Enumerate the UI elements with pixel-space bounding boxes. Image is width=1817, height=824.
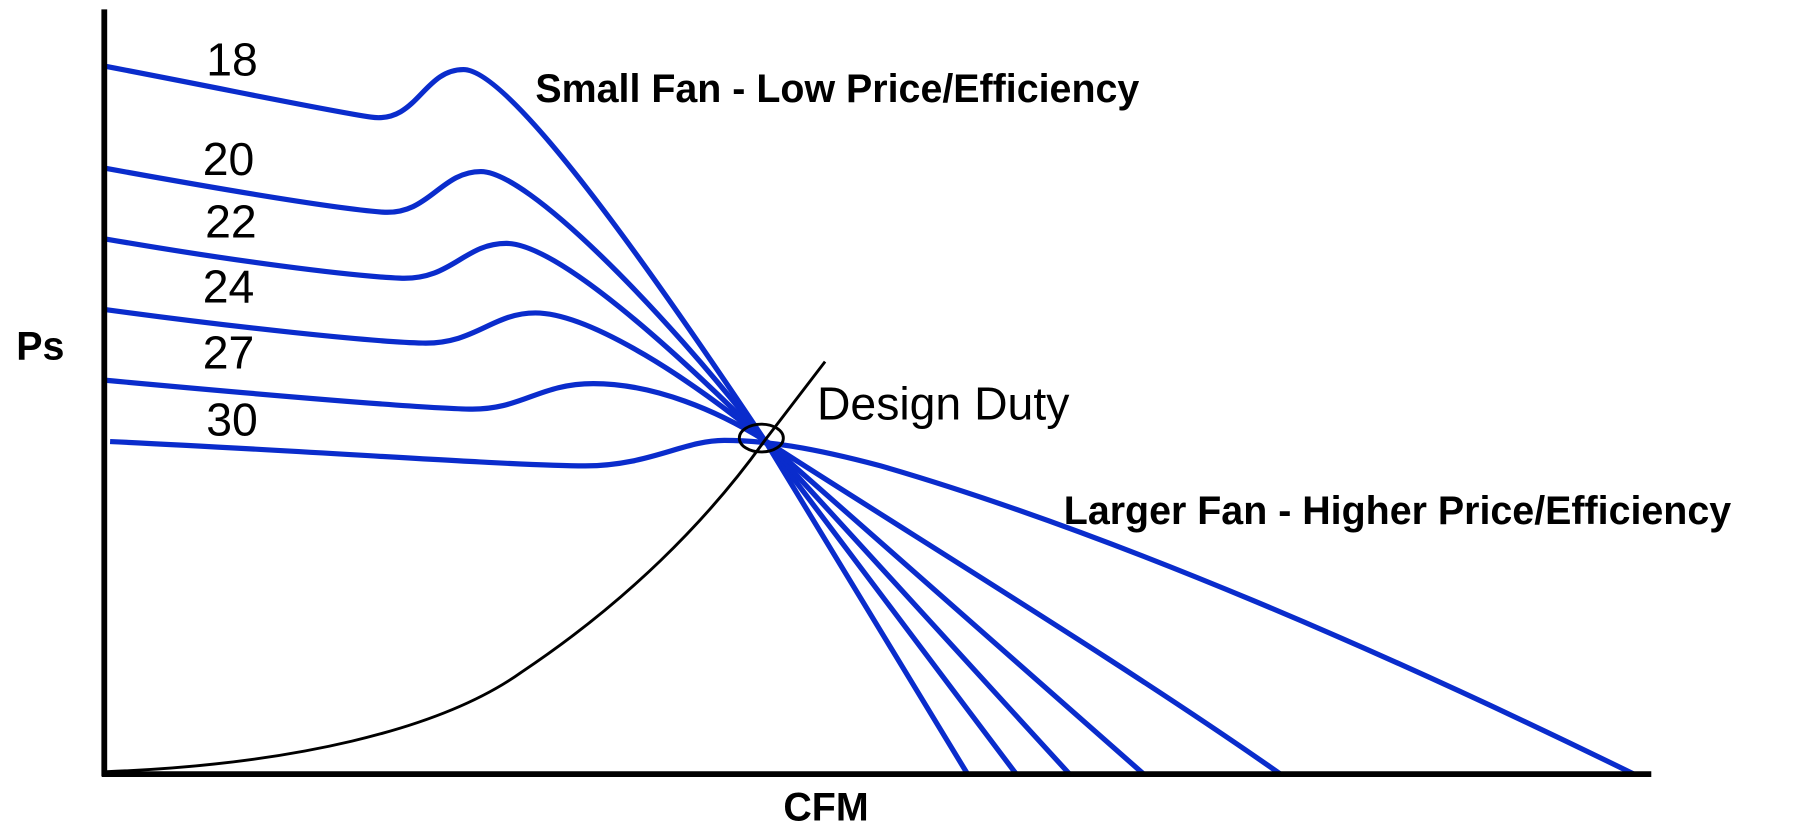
x-axis-label: CFM	[783, 785, 868, 824]
fan-curve	[104, 377, 1282, 777]
annotation: Small Fan - Low Price/Efficiency	[535, 67, 1139, 111]
curve-label: 27	[203, 327, 255, 379]
fan-curves	[103, 63, 1636, 777]
curve-label: 22	[205, 196, 257, 248]
annotation: Larger Fan - Higher Price/Efficiency	[1064, 489, 1731, 533]
design-point	[737, 422, 785, 454]
curve-label: 20	[203, 133, 255, 185]
fan-curve	[103, 63, 970, 776]
fan-curve	[109, 437, 1636, 777]
system-curve	[104, 360, 827, 774]
curve-label: 30	[206, 394, 258, 446]
fan-curve	[103, 165, 1019, 776]
fan-curve	[103, 236, 1072, 776]
annotation: Design Duty	[817, 378, 1070, 430]
curve-label: 24	[203, 260, 255, 312]
curve-label: 18	[206, 33, 258, 85]
fan-curve	[103, 306, 1146, 777]
y-axis-label: Ps	[16, 324, 64, 368]
